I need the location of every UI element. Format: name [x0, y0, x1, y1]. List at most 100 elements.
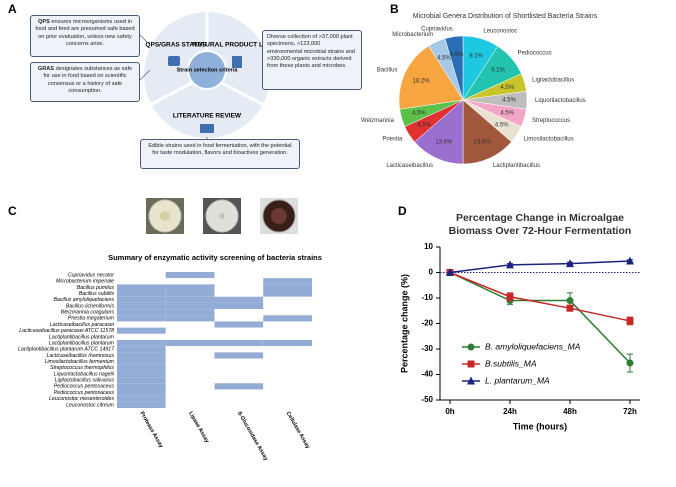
- slice-value-label: 9.1%: [469, 53, 483, 59]
- slice-value-label: 18.2%: [413, 78, 431, 84]
- heat-cell: [165, 383, 215, 390]
- heat-cell: [117, 395, 166, 402]
- heat-cell: [165, 296, 215, 303]
- row-label: Cupriavidus necator: [68, 272, 114, 278]
- heat-cell: [165, 364, 215, 371]
- marker: [506, 260, 514, 269]
- row-label: Leuconostoc citreum: [66, 402, 115, 408]
- heat-cell: [263, 340, 312, 347]
- heat-cell: [263, 352, 312, 359]
- heat-cell: [165, 377, 215, 384]
- column-label: Protease Assay: [138, 411, 164, 450]
- heat-cell: [117, 296, 166, 303]
- row-label: Lactiplantibacillus plantarum: [49, 340, 115, 346]
- heat-cell: [117, 302, 166, 310]
- slice-label: Lactiplantibacillus: [493, 163, 540, 169]
- x-tick-label: 24h: [503, 407, 517, 416]
- chart-title: Summary of enzymatic activity screening …: [108, 253, 322, 262]
- slice-label: Limosilactobacillus: [524, 136, 574, 142]
- heat-cell: [263, 358, 312, 365]
- heat-cell: [117, 389, 166, 396]
- y-tick-label: -10: [421, 293, 433, 302]
- slice-value-label: 13.6%: [435, 139, 453, 145]
- heat-cell: [117, 290, 166, 297]
- box-text: designates substances as safe for use in…: [43, 66, 133, 94]
- heat-cell: [165, 352, 215, 359]
- heat-cell: [117, 377, 166, 384]
- row-label: Lactiplantibacillus plantarum ATCC 14917: [18, 347, 115, 353]
- heat-cell: [165, 315, 215, 322]
- row-label: Lactiplantibacillus plantarum: [49, 334, 115, 340]
- heat-cell: [165, 358, 215, 365]
- marker: [566, 304, 574, 312]
- heat-cell: [263, 346, 312, 353]
- heat-cell: [117, 309, 166, 316]
- heat-cell: [263, 278, 312, 285]
- heat-cell: [117, 370, 166, 378]
- heat-cell: [214, 383, 264, 390]
- y-tick-label: 0: [429, 268, 434, 277]
- heat-cell: [165, 302, 215, 310]
- marker: [626, 359, 634, 367]
- heat-cell: [214, 358, 264, 365]
- slice-label: Streptococcus: [532, 118, 570, 124]
- slice-value-label: 4.5%: [450, 52, 464, 58]
- heat-cell: [214, 352, 264, 359]
- y-tick-label: 10: [424, 242, 433, 251]
- term: QPS: [38, 19, 50, 25]
- slice-value-label: 9.1%: [491, 68, 505, 74]
- center-label: Strain selection criteria: [177, 67, 239, 73]
- panel-label: D: [398, 204, 407, 218]
- x-tick-label: 0h: [445, 407, 454, 416]
- heat-cell: [214, 278, 264, 285]
- box-text: Edible strains used in food fermentation…: [148, 143, 292, 157]
- slice-value-label: 4.5%: [437, 56, 451, 62]
- literature-box: Edible strains used in food fermentation…: [140, 139, 300, 169]
- heat-cell: [165, 395, 215, 402]
- legend-label: B. amyloliquefaciens_MA: [485, 341, 581, 351]
- heat-cell: [165, 290, 215, 297]
- y-tick-label: -50: [421, 395, 433, 404]
- heat-cell: [263, 383, 312, 390]
- heat-cell: [214, 290, 264, 297]
- segment-label: LITERATURE REVIEW: [173, 113, 242, 120]
- heat-cell: [214, 284, 264, 291]
- heat-cell: [117, 315, 166, 322]
- x-tick-label: 48h: [563, 407, 577, 416]
- marker: [566, 297, 574, 305]
- row-label: Weizmannia coagulans: [60, 310, 114, 316]
- heat-cell: [214, 389, 264, 396]
- slice-label: Lacticaseibacillus: [386, 163, 433, 169]
- heat-cell: [263, 284, 312, 291]
- y-tick-label: -20: [421, 319, 433, 328]
- slice-label: Weizmannia: [361, 118, 395, 124]
- icon: [232, 56, 242, 68]
- heat-cell: [117, 346, 166, 353]
- column-label: Cellulase Assay: [285, 411, 312, 451]
- heat-cell: [117, 340, 166, 347]
- heat-cell: [165, 309, 215, 316]
- row-label: Bacillus pumilus: [77, 285, 115, 291]
- slice-value-label: 4.5%: [495, 122, 509, 128]
- slice-label: Priestia: [382, 136, 403, 142]
- legend-label: L. plantarum_MA: [485, 375, 550, 385]
- slice-label: Microbacterium: [392, 32, 433, 38]
- row-label: Bacillus subtilis: [79, 291, 115, 297]
- heat-cell: [263, 401, 312, 408]
- row-label: Leuconostoc mesenteroides: [49, 396, 114, 402]
- heat-cell: [214, 370, 264, 378]
- slice-value-label: 4.5%: [500, 111, 514, 117]
- slice-value-label: 4.5%: [500, 85, 514, 91]
- panel-label: C: [8, 204, 17, 218]
- heat-cell: [214, 346, 264, 353]
- heat-cell: [263, 315, 312, 322]
- heat-cell: [214, 315, 264, 322]
- heat-cell: [263, 395, 312, 402]
- heat-cell: [117, 278, 166, 285]
- marker: [446, 268, 454, 276]
- column-label: ß-Glucosidase Assay: [236, 411, 269, 463]
- row-label: Lacticaseibacillus paracasei ATCC 11578: [19, 328, 114, 334]
- series-line: [449, 271, 631, 364]
- heat-cell: [214, 401, 264, 408]
